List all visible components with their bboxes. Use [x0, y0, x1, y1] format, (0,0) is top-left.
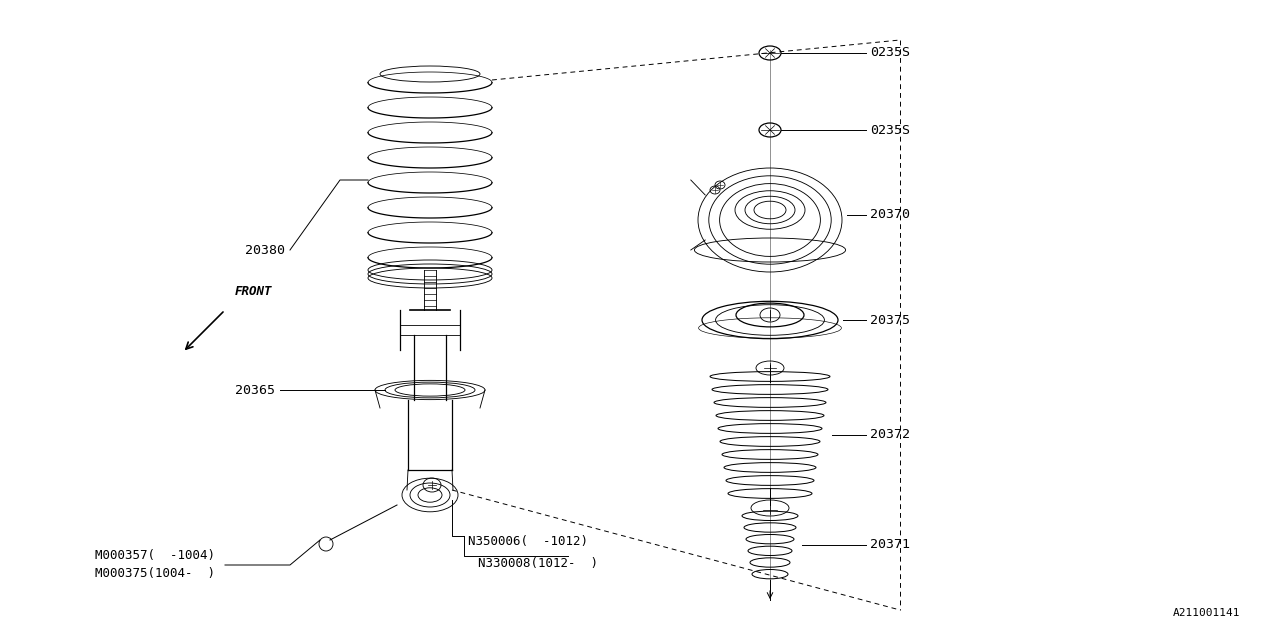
Text: 20365: 20365	[236, 383, 275, 397]
Text: 20370: 20370	[870, 209, 910, 221]
Text: N350006(  -1012): N350006( -1012)	[468, 536, 588, 548]
Text: 20380: 20380	[244, 243, 285, 257]
Text: 20371: 20371	[870, 538, 910, 552]
Text: 0235S: 0235S	[870, 47, 910, 60]
Text: M000375(1004-  ): M000375(1004- )	[95, 568, 215, 580]
Text: A211001141: A211001141	[1172, 608, 1240, 618]
Text: 20375: 20375	[870, 314, 910, 326]
Text: N330008(1012-  ): N330008(1012- )	[477, 557, 598, 570]
Text: 0235S: 0235S	[870, 124, 910, 136]
Text: 20372: 20372	[870, 429, 910, 442]
Text: M000357(  -1004): M000357( -1004)	[95, 550, 215, 563]
Text: FRONT: FRONT	[236, 285, 273, 298]
